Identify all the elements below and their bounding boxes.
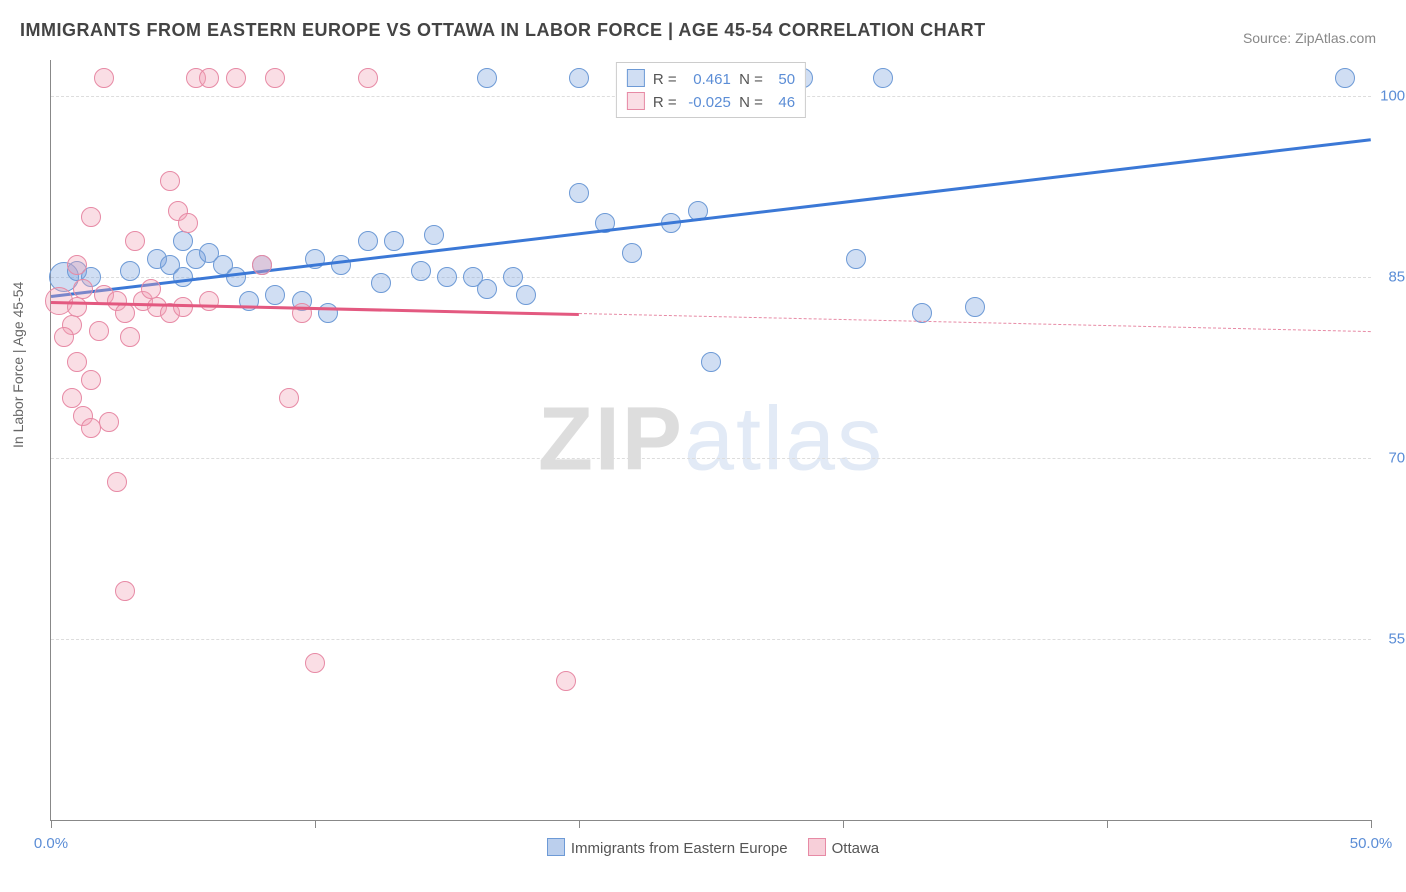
data-point — [120, 327, 140, 347]
source-attribution: Source: ZipAtlas.com — [1243, 30, 1376, 46]
data-point — [62, 388, 82, 408]
data-point — [305, 653, 325, 673]
data-point — [569, 183, 589, 203]
legend-label: Immigrants from Eastern Europe — [571, 840, 788, 857]
data-point — [173, 267, 193, 287]
data-point — [252, 255, 272, 275]
data-point — [358, 68, 378, 88]
data-point — [199, 68, 219, 88]
data-point — [411, 261, 431, 281]
data-point — [81, 207, 101, 227]
legend-swatch — [627, 69, 645, 87]
data-point — [67, 297, 87, 317]
data-point — [424, 225, 444, 245]
data-point — [516, 285, 536, 305]
data-point — [265, 285, 285, 305]
data-point — [622, 243, 642, 263]
data-point — [239, 291, 259, 311]
x-tick — [843, 820, 844, 828]
data-point — [371, 273, 391, 293]
data-point — [67, 352, 87, 372]
regression-line — [51, 138, 1371, 297]
data-point — [1335, 68, 1355, 88]
data-point — [120, 261, 140, 281]
y-tick-label: 100.0% — [1376, 88, 1406, 105]
data-point — [437, 267, 457, 287]
correlation-legend: R = 0.461 N = 50R = -0.025 N = 46 — [616, 62, 806, 118]
data-point — [115, 581, 135, 601]
watermark-text-b: atlas — [684, 390, 884, 490]
data-point — [384, 231, 404, 251]
data-point — [477, 279, 497, 299]
data-point — [226, 68, 246, 88]
data-point — [358, 231, 378, 251]
data-point — [331, 255, 351, 275]
legend-swatch — [627, 92, 645, 110]
watermark-text-a: ZIP — [538, 390, 684, 490]
x-tick — [1107, 820, 1108, 828]
y-tick-label: 85.0% — [1376, 269, 1406, 286]
data-point — [54, 327, 74, 347]
data-point — [73, 279, 93, 299]
data-point — [569, 68, 589, 88]
data-point — [141, 279, 161, 299]
data-point — [107, 472, 127, 492]
data-point — [89, 321, 109, 341]
grid-line — [51, 277, 1371, 278]
data-point — [701, 352, 721, 372]
data-point — [125, 231, 145, 251]
x-tick — [579, 820, 580, 828]
grid-line — [51, 639, 1371, 640]
data-point — [81, 418, 101, 438]
legend-row: R = -0.025 N = 46 — [627, 90, 795, 113]
data-point — [199, 291, 219, 311]
data-point — [965, 297, 985, 317]
data-point — [99, 412, 119, 432]
y-tick-label: 70.0% — [1376, 450, 1406, 467]
watermark: ZIPatlas — [538, 389, 884, 492]
x-tick — [51, 820, 52, 828]
legend-swatch — [547, 838, 565, 856]
legend-swatch — [808, 838, 826, 856]
legend-row: R = 0.461 N = 50 — [627, 67, 795, 90]
data-point — [94, 68, 114, 88]
y-tick-label: 55.0% — [1376, 631, 1406, 648]
data-point — [67, 255, 87, 275]
grid-line — [51, 458, 1371, 459]
series-legend: Immigrants from Eastern Europe Ottawa — [0, 838, 1406, 857]
legend-n-value: 46 — [767, 94, 795, 111]
data-point — [846, 249, 866, 269]
y-axis-title: In Labor Force | Age 45-54 — [10, 282, 26, 448]
legend-n-value: 50 — [767, 71, 795, 88]
data-point — [178, 213, 198, 233]
legend-r-value: -0.025 — [681, 94, 731, 111]
data-point — [115, 303, 135, 323]
data-point — [477, 68, 497, 88]
data-point — [503, 267, 523, 287]
data-point — [873, 68, 893, 88]
chart-title: IMMIGRANTS FROM EASTERN EUROPE VS OTTAWA… — [20, 20, 986, 41]
data-point — [265, 68, 285, 88]
data-point — [226, 267, 246, 287]
x-tick — [315, 820, 316, 828]
legend-label: Ottawa — [832, 840, 880, 857]
data-point — [173, 297, 193, 317]
legend-r-value: 0.461 — [681, 71, 731, 88]
data-point — [556, 671, 576, 691]
data-point — [279, 388, 299, 408]
plot-area: ZIPatlas R = 0.461 N = 50R = -0.025 N = … — [50, 60, 1371, 821]
x-tick — [1371, 820, 1372, 828]
data-point — [160, 171, 180, 191]
data-point — [81, 370, 101, 390]
data-point — [173, 231, 193, 251]
